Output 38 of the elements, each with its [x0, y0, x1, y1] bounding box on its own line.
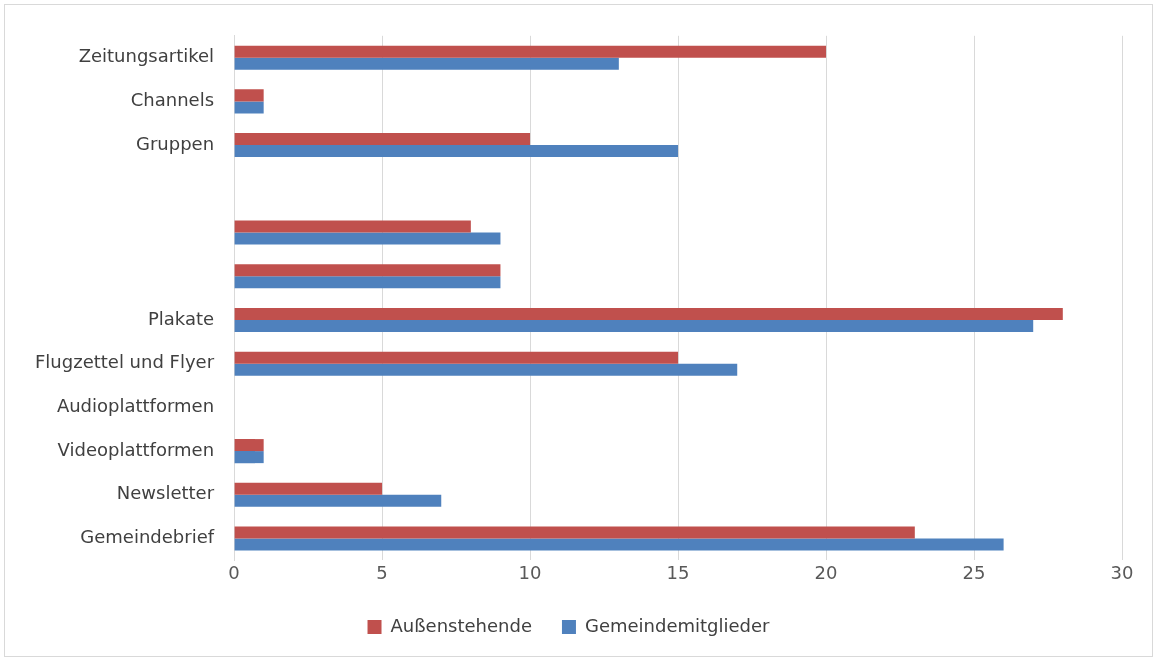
y-tick-label: Plakate — [147, 307, 215, 329]
y-tick-label: Flugzettel und Flyer — [34, 351, 215, 373]
y-tick-label: Zeitungsartikel — [78, 45, 215, 67]
legend-label: Gemeindemitglieder — [584, 614, 771, 636]
x-tick-label: 20 — [814, 561, 838, 583]
x-tick-label: 25 — [962, 561, 986, 583]
x-tick-label: 30 — [1110, 561, 1134, 583]
x-tick-label: 5 — [376, 561, 388, 583]
bar — [234, 307, 1063, 320]
y-tick-label: Channels — [130, 89, 215, 111]
bar — [234, 494, 442, 507]
y-tick-label: Gemeindebrief — [80, 526, 215, 548]
y-tick-label: Audioplattformen — [56, 395, 215, 417]
bar — [234, 264, 501, 277]
bar — [234, 145, 679, 158]
bar — [234, 232, 501, 245]
bar — [234, 351, 679, 364]
bar — [234, 57, 619, 70]
bar — [234, 89, 264, 102]
y-tick-label: Newsletter — [116, 482, 215, 504]
bar — [234, 101, 264, 114]
bar — [234, 363, 738, 376]
bar — [234, 439, 264, 452]
x-tick-label: 15 — [666, 561, 690, 583]
bar — [234, 133, 531, 146]
x-tick-label: 10 — [518, 561, 542, 583]
bar — [234, 45, 827, 58]
x-tick-label: 0 — [228, 561, 240, 583]
y-tick-label: Videoplattformen — [57, 438, 215, 460]
bar — [234, 319, 1034, 332]
bar — [234, 526, 915, 539]
bar — [234, 451, 264, 464]
bar — [234, 482, 383, 495]
legend-label: Außenstehende — [390, 614, 532, 636]
bar — [234, 276, 501, 289]
bar — [234, 220, 471, 233]
y-tick-label: Gruppen — [135, 132, 215, 154]
bar — [234, 538, 1004, 551]
